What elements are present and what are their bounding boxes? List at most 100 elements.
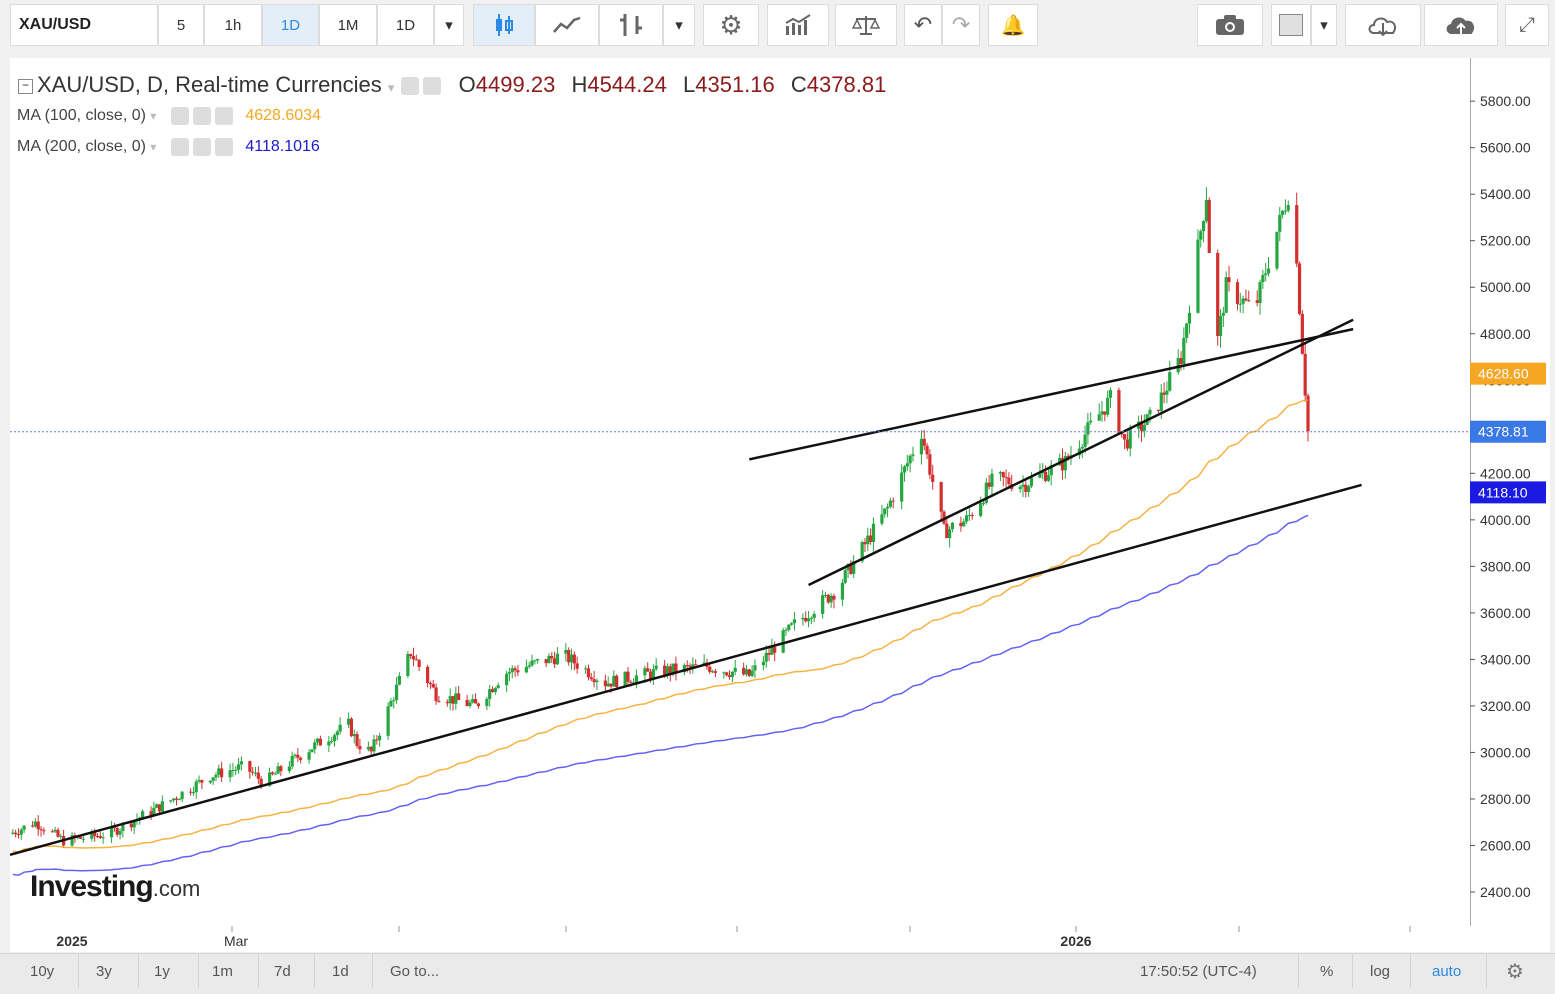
candle <box>378 732 382 747</box>
ma100-legend[interactable]: MA (100, close, 0) ▾ 4628.6034 <box>17 107 321 125</box>
symbol-field[interactable]: XAU/USD <box>10 4 158 46</box>
interval-1h-button[interactable]: 1h <box>204 4 262 46</box>
candle-body <box>197 780 201 782</box>
candle-body <box>276 766 280 774</box>
gear-icon[interactable] <box>422 77 441 96</box>
candle-body <box>180 791 184 800</box>
time-axis[interactable]: 2025 Mar 2026 <box>10 926 1550 952</box>
color-dropdown[interactable]: ▾ <box>1311 4 1337 46</box>
candles-style-button[interactable] <box>473 4 535 46</box>
interval-custom-button[interactable]: 1D <box>377 4 434 46</box>
candle-body <box>773 647 777 653</box>
range-1y-button[interactable]: 1y <box>138 954 199 988</box>
auto-scale-button[interactable]: auto <box>1410 954 1487 988</box>
candle <box>11 828 15 835</box>
color-swatch-icon <box>1279 14 1303 36</box>
candle-body <box>234 769 238 771</box>
candle <box>214 772 218 782</box>
indicators-button[interactable] <box>767 4 829 46</box>
candle <box>355 731 359 749</box>
range-1m-button[interactable]: 1m <box>198 954 259 988</box>
candle <box>1139 415 1144 442</box>
ma200-price-tag-bg <box>1470 481 1546 504</box>
range-1d-button[interactable]: 1d <box>314 954 373 988</box>
candle <box>118 828 122 840</box>
redo-button[interactable]: ↷ <box>942 4 980 46</box>
undo-button[interactable]: ↶ <box>904 4 942 46</box>
interval-5-button[interactable]: 5 <box>158 4 204 46</box>
candle <box>634 669 639 689</box>
axis-settings-button[interactable]: ⚙ <box>1506 954 1536 988</box>
candle-body <box>386 706 390 736</box>
gear-icon[interactable] <box>192 107 211 125</box>
fullscreen-button[interactable]: ⤢ <box>1505 4 1549 46</box>
candle <box>821 590 825 619</box>
price-chart[interactable] <box>10 58 1470 926</box>
candle-body <box>939 481 943 512</box>
chart-panel[interactable]: − XAU/USD, D, Real-time Currencies ▾ O449… <box>10 58 1470 926</box>
candle <box>194 779 198 799</box>
candle-body <box>513 668 517 671</box>
candle <box>352 729 356 744</box>
candle-body <box>1275 231 1279 269</box>
candle <box>1168 361 1172 392</box>
range-7d-button[interactable]: 7d <box>258 954 315 988</box>
candle-body <box>792 619 797 624</box>
add-alert-button[interactable]: 🔔 <box>988 4 1038 46</box>
candle <box>307 749 311 764</box>
candle <box>315 737 320 746</box>
chevron-down-icon[interactable]: ▾ <box>150 140 157 155</box>
candle-body <box>251 771 255 773</box>
snapshot-button[interactable] <box>1197 4 1263 46</box>
candle-body <box>584 668 588 670</box>
percent-scale-button[interactable]: % <box>1298 954 1353 988</box>
gear-icon[interactable] <box>192 138 211 156</box>
goto-button[interactable]: Go to... <box>390 962 440 980</box>
collapse-icon[interactable]: − <box>18 78 33 94</box>
candle-body <box>764 652 768 662</box>
chevron-down-icon[interactable]: ▾ <box>150 109 157 124</box>
eye-icon[interactable] <box>170 107 189 125</box>
chevron-down-icon[interactable]: ▾ <box>387 80 395 95</box>
log-scale-button[interactable]: log <box>1352 954 1411 988</box>
interval-1m-button[interactable]: 1M <box>319 4 377 46</box>
price-axis[interactable]: 5800.00 5600.00 5400.00 5200.00 5000.00 4800.… <box>1470 58 1550 926</box>
load-layout-button[interactable] <box>1345 4 1421 46</box>
candle-body <box>626 671 630 682</box>
candle-body <box>801 617 805 620</box>
candle <box>98 831 102 839</box>
close-icon[interactable] <box>214 138 233 156</box>
price-tick-label: 5000.00 <box>1480 279 1531 295</box>
interval-1d-button[interactable]: 1D <box>262 4 319 46</box>
candle <box>293 753 297 759</box>
candle-body <box>902 466 907 473</box>
range-3y-button[interactable]: 3y <box>78 954 139 988</box>
candle-body <box>643 668 647 676</box>
candle-body <box>1159 392 1163 411</box>
eye-icon[interactable] <box>400 77 419 96</box>
interval-dropdown-button[interactable]: ▾ <box>434 4 464 46</box>
candle <box>169 799 173 804</box>
candle <box>919 430 924 465</box>
eye-icon[interactable] <box>170 138 189 156</box>
save-layout-button[interactable] <box>1424 4 1498 46</box>
candle-body <box>101 837 105 839</box>
close-icon[interactable] <box>214 107 233 125</box>
current-price-tag: 4378.81 <box>1478 424 1529 440</box>
settings-button[interactable]: ⚙ <box>703 4 759 46</box>
compare-button[interactable] <box>835 4 897 46</box>
candle-body <box>891 500 895 502</box>
candle-body <box>527 665 531 667</box>
range-10y-button[interactable]: 10y <box>18 954 79 988</box>
candle-body <box>129 823 133 828</box>
color-picker-button[interactable] <box>1271 4 1311 46</box>
candle <box>149 806 153 820</box>
bars-style-button[interactable] <box>599 4 663 46</box>
candle <box>880 504 884 526</box>
candle-body <box>742 667 746 675</box>
chart-style-dropdown[interactable]: ▾ <box>663 4 695 46</box>
candle <box>434 683 438 705</box>
line-style-button[interactable] <box>535 4 599 46</box>
ma200-legend[interactable]: MA (200, close, 0) ▾ 4118.1016 <box>17 138 320 156</box>
candle <box>1241 295 1245 314</box>
